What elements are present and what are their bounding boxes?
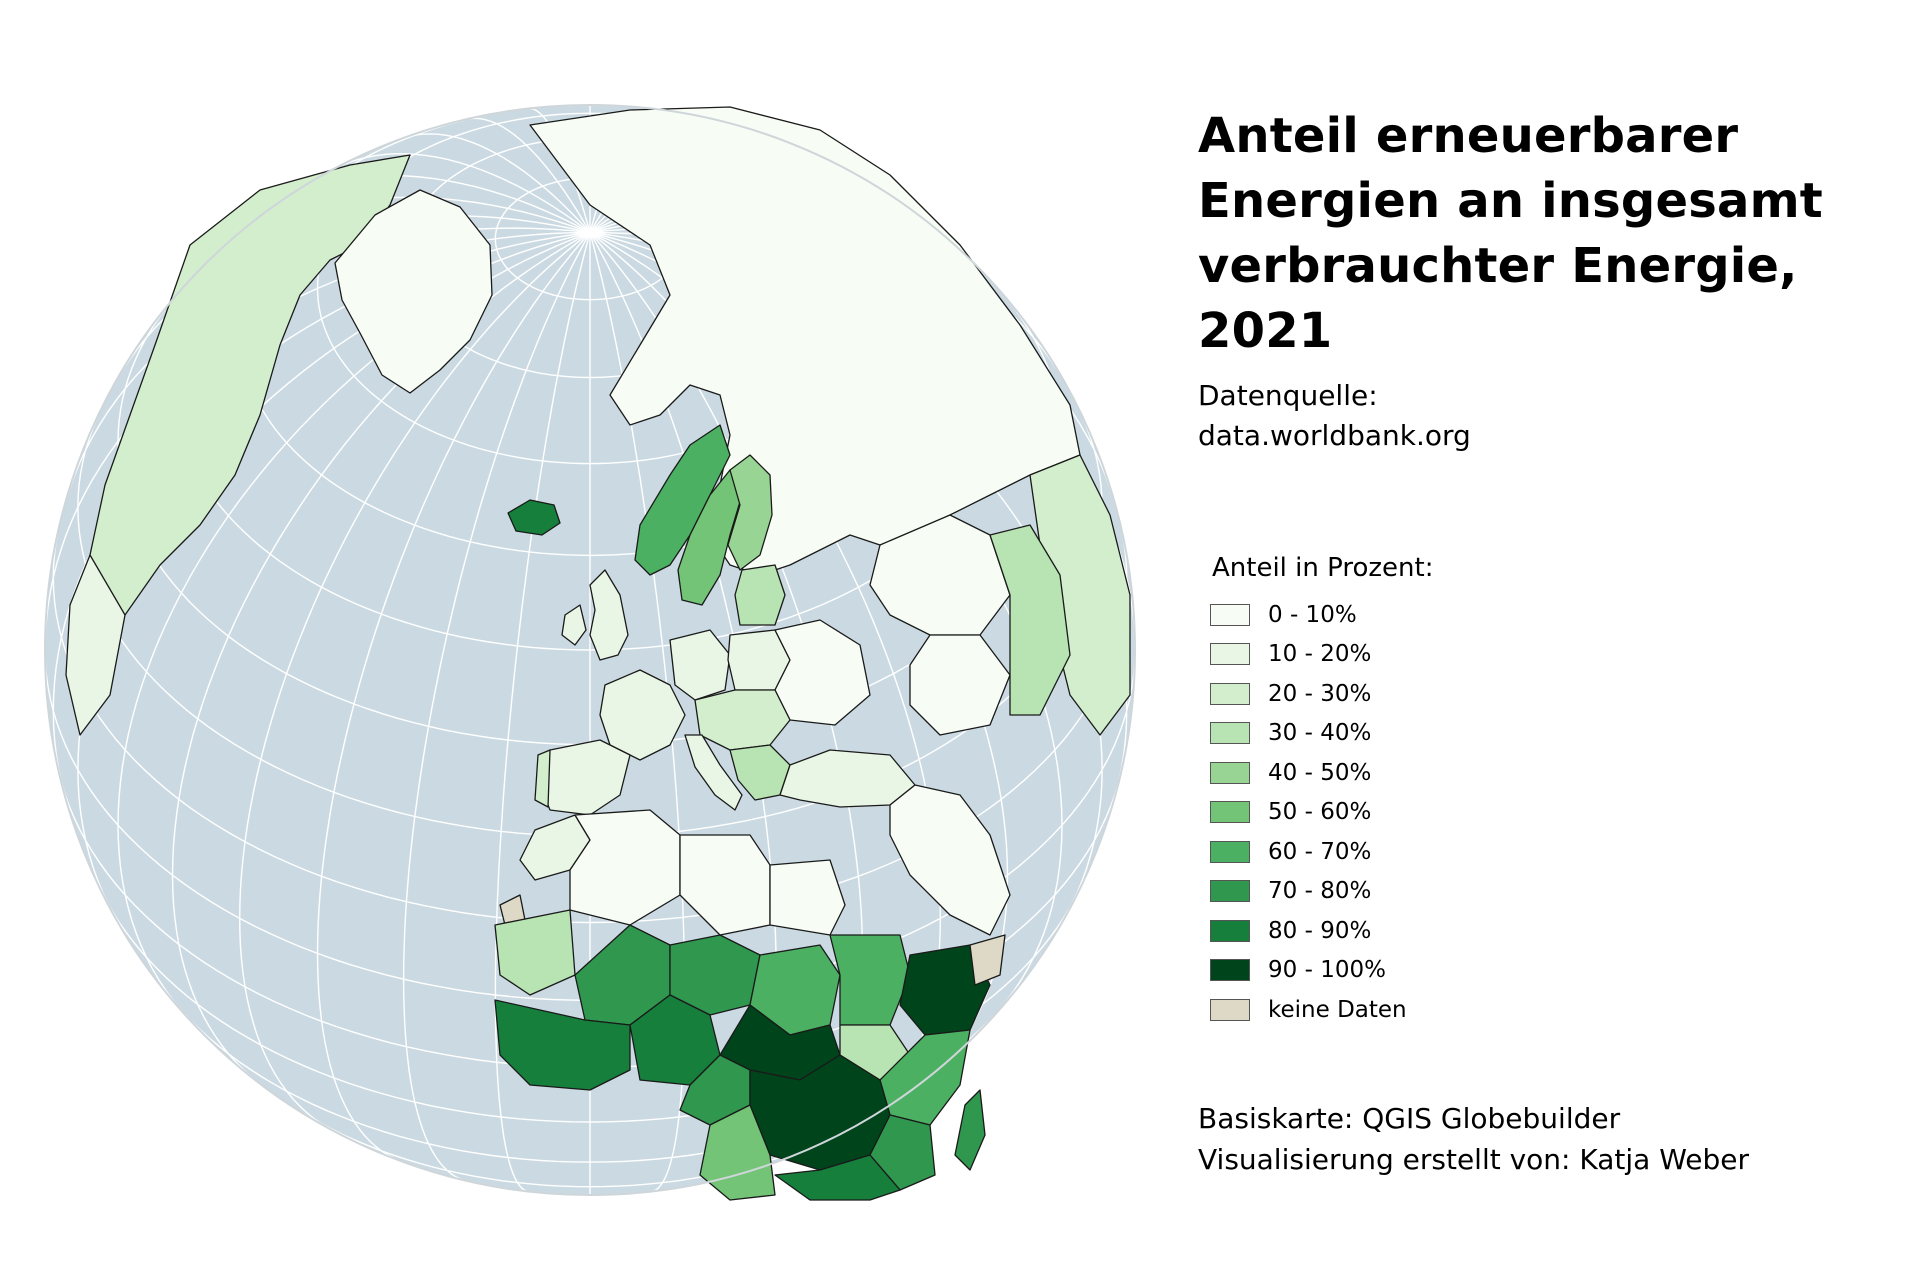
legend-swatch bbox=[1210, 998, 1250, 1021]
legend-item: 40 - 50% bbox=[1210, 753, 1433, 793]
legend-item: 90 - 100% bbox=[1210, 951, 1433, 991]
legend-swatch bbox=[1210, 801, 1250, 824]
meridian bbox=[316, 232, 591, 1159]
legend-label: 10 - 20% bbox=[1268, 641, 1372, 668]
country-madagascar bbox=[954, 1089, 986, 1171]
country-mauritania bbox=[494, 909, 576, 996]
globe-rim bbox=[44, 104, 1136, 1196]
legend-label: 60 - 70% bbox=[1268, 838, 1372, 865]
legend-swatch bbox=[1210, 722, 1250, 745]
country-middle-east bbox=[889, 784, 1011, 936]
country-canada bbox=[89, 154, 411, 616]
map-title: Anteil erneuerbarer Energien an insgesam… bbox=[1198, 108, 1823, 359]
country-finland bbox=[727, 454, 773, 571]
country-zambia-moz bbox=[774, 1154, 901, 1201]
country-usa bbox=[65, 554, 126, 736]
legend-swatch bbox=[1210, 840, 1250, 863]
legend-swatch bbox=[1210, 643, 1250, 666]
author-credit: Visualisierung erstellt von: Katja Weber bbox=[1198, 1143, 1750, 1176]
legend-item: 0 - 10% bbox=[1210, 595, 1433, 635]
legend-swatch bbox=[1210, 761, 1250, 784]
land-countries bbox=[65, 106, 1131, 1201]
country-greenland bbox=[334, 189, 493, 394]
meridian bbox=[400, 133, 591, 233]
legend-swatch bbox=[1210, 919, 1250, 942]
legend-swatch bbox=[1210, 959, 1250, 982]
country-sweden bbox=[677, 469, 743, 606]
country-uk bbox=[589, 569, 629, 661]
country-italy bbox=[684, 734, 743, 811]
country-baltics bbox=[734, 564, 786, 626]
country-egypt bbox=[769, 859, 846, 936]
legend-item: 30 - 40% bbox=[1210, 714, 1433, 754]
meridian bbox=[402, 232, 591, 1182]
legend-item: 20 - 30% bbox=[1210, 674, 1433, 714]
legend-swatch bbox=[1210, 880, 1250, 903]
legend-label: 70 - 80% bbox=[1268, 878, 1372, 905]
legend-label: 30 - 40% bbox=[1268, 720, 1372, 747]
legend-item: 50 - 60% bbox=[1210, 793, 1433, 833]
data-source: Datenquelle: data.worldbank.org bbox=[1198, 376, 1471, 456]
meridian bbox=[494, 232, 591, 1192]
orthographic-globe bbox=[44, 104, 1136, 1201]
legend-item: 70 - 80% bbox=[1210, 872, 1433, 912]
country-angola bbox=[699, 1104, 776, 1201]
legend-item: 80 - 90% bbox=[1210, 911, 1433, 951]
country-germany bbox=[669, 629, 731, 701]
country-west-africa bbox=[494, 999, 631, 1091]
legend-swatch bbox=[1210, 682, 1250, 705]
legend: Anteil in Prozent: 0 - 10% 10 - 20% 20 - 3… bbox=[1210, 551, 1433, 1030]
legend-title: Anteil in Prozent: bbox=[1212, 553, 1434, 583]
country-belarus-ukraine bbox=[774, 619, 871, 726]
country-iceland bbox=[507, 499, 561, 536]
data-source-label: Datenquelle: bbox=[1198, 379, 1378, 412]
country-central-asia bbox=[909, 634, 1011, 736]
country-portugal bbox=[534, 749, 551, 808]
legend-item: keine Daten bbox=[1210, 990, 1433, 1030]
globe-map bbox=[30, 95, 1150, 1205]
country-china-west bbox=[989, 524, 1071, 716]
meridian bbox=[337, 152, 591, 234]
data-source-url: data.worldbank.org bbox=[1198, 419, 1471, 452]
legend-item: 60 - 70% bbox=[1210, 832, 1433, 872]
legend-label: 40 - 50% bbox=[1268, 759, 1372, 786]
country-somalia bbox=[969, 934, 1006, 986]
parallel bbox=[52, 529, 1128, 924]
legend-items: 0 - 10% 10 - 20% 20 - 30% 30 - 40% 40 - 50% 5… bbox=[1210, 595, 1433, 1030]
country-france bbox=[599, 669, 686, 761]
legend-label: 90 - 100% bbox=[1268, 957, 1386, 984]
legend-label: 80 - 90% bbox=[1268, 917, 1372, 944]
legend-label: 0 - 10% bbox=[1268, 601, 1357, 628]
legend-label: 50 - 60% bbox=[1268, 799, 1372, 826]
legend-label: keine Daten bbox=[1268, 996, 1407, 1023]
country-tanzania bbox=[869, 1114, 936, 1191]
legend-item: 10 - 20% bbox=[1210, 635, 1433, 675]
country-central-east bbox=[694, 689, 791, 751]
legend-swatch bbox=[1210, 603, 1250, 626]
country-ireland bbox=[561, 604, 587, 646]
legend-label: 20 - 30% bbox=[1268, 680, 1372, 707]
credits: Basiskarte: QGIS Globebuilder Visualisie… bbox=[1198, 1098, 1749, 1180]
basemap-credit: Basiskarte: QGIS Globebuilder bbox=[1198, 1102, 1621, 1135]
